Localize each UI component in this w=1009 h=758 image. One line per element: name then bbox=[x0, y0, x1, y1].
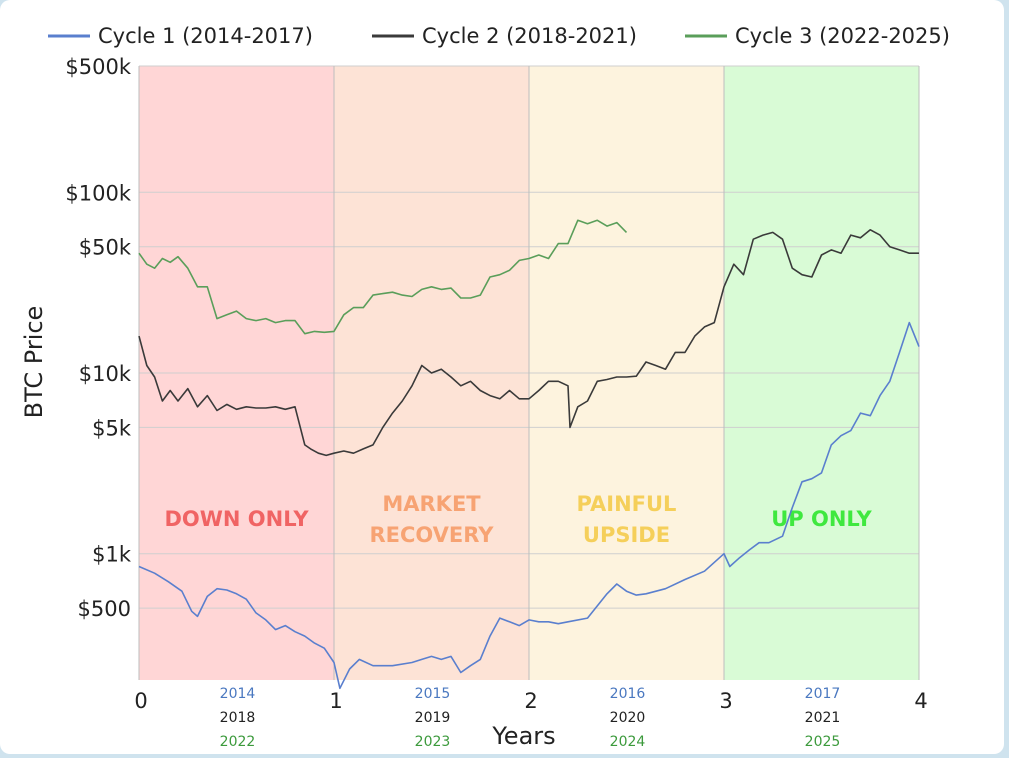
y-tick-label: $1k bbox=[92, 543, 132, 567]
year-labels: 2014 2018 2022 2015 2019 2023 2016 2020 2024 2017… bbox=[220, 686, 841, 750]
y-axis-ticks: $500k $100k $50k $10k $5k $1k $500 bbox=[65, 55, 131, 621]
zone-label-3: UPSIDE bbox=[583, 523, 670, 547]
x-tick-label: 3 bbox=[719, 689, 732, 713]
y-tick-label: $5k bbox=[92, 416, 132, 440]
year-label: 2025 bbox=[805, 734, 841, 750]
x-axis-title: Years bbox=[491, 722, 555, 750]
x-axis-ticks: 0 1 2 3 4 bbox=[134, 689, 927, 713]
series-line-cycle-2 bbox=[138, 229, 919, 457]
year-label: 2016 bbox=[610, 686, 646, 702]
year-label: 2020 bbox=[610, 710, 646, 726]
year-label: 2017 bbox=[805, 686, 841, 702]
legend-label: Cycle 3 (2022-2025) bbox=[735, 24, 950, 48]
x-tick-label: 1 bbox=[329, 689, 342, 713]
y-tick-label: $500 bbox=[78, 597, 131, 621]
y-tick-label: $500k bbox=[65, 55, 131, 79]
year-label: 2019 bbox=[415, 710, 451, 726]
zone-label-2: RECOVERY bbox=[369, 523, 494, 547]
zone-label-3: PAINFUL bbox=[577, 492, 677, 516]
y-tick-label: $50k bbox=[79, 236, 132, 260]
year-label: 2023 bbox=[415, 734, 451, 750]
year-label: 2024 bbox=[610, 734, 646, 750]
series-line-cycle-1 bbox=[138, 321, 920, 690]
year-label: 2021 bbox=[805, 710, 841, 726]
legend-label: Cycle 2 (2018-2021) bbox=[422, 24, 637, 48]
year-label: 2015 bbox=[415, 686, 451, 702]
y-axis-title: BTC Price bbox=[20, 306, 48, 419]
y-tick-label: $10k bbox=[79, 362, 132, 386]
legend: Cycle 1 (2014-2017) Cycle 2 (2018-2021) Cy… bbox=[48, 24, 950, 48]
legend-item-cycle-1: Cycle 1 (2014-2017) bbox=[48, 24, 313, 48]
x-tick-label: 0 bbox=[134, 689, 147, 713]
zone-labels: DOWN ONLY MARKET RECOVERY PAINFUL UPSIDE UP O… bbox=[164, 492, 872, 547]
legend-item-cycle-2: Cycle 2 (2018-2021) bbox=[372, 24, 637, 48]
zone-label-1: DOWN ONLY bbox=[164, 507, 309, 531]
year-label: 2018 bbox=[220, 710, 256, 726]
legend-label: Cycle 1 (2014-2017) bbox=[98, 24, 313, 48]
x-tick-label: 4 bbox=[914, 689, 927, 713]
y-tick-label: $100k bbox=[65, 181, 131, 205]
year-label: 2022 bbox=[220, 734, 256, 750]
zone-label-2: MARKET bbox=[382, 492, 481, 516]
x-tick-label: 2 bbox=[524, 689, 537, 713]
year-label: 2014 bbox=[220, 686, 256, 702]
series-lines bbox=[138, 219, 920, 690]
gridlines bbox=[138, 65, 920, 680]
legend-item-cycle-3: Cycle 3 (2022-2025) bbox=[685, 24, 950, 48]
zone-label-4: UP ONLY bbox=[771, 507, 872, 531]
series-line-cycle-3 bbox=[138, 219, 628, 335]
